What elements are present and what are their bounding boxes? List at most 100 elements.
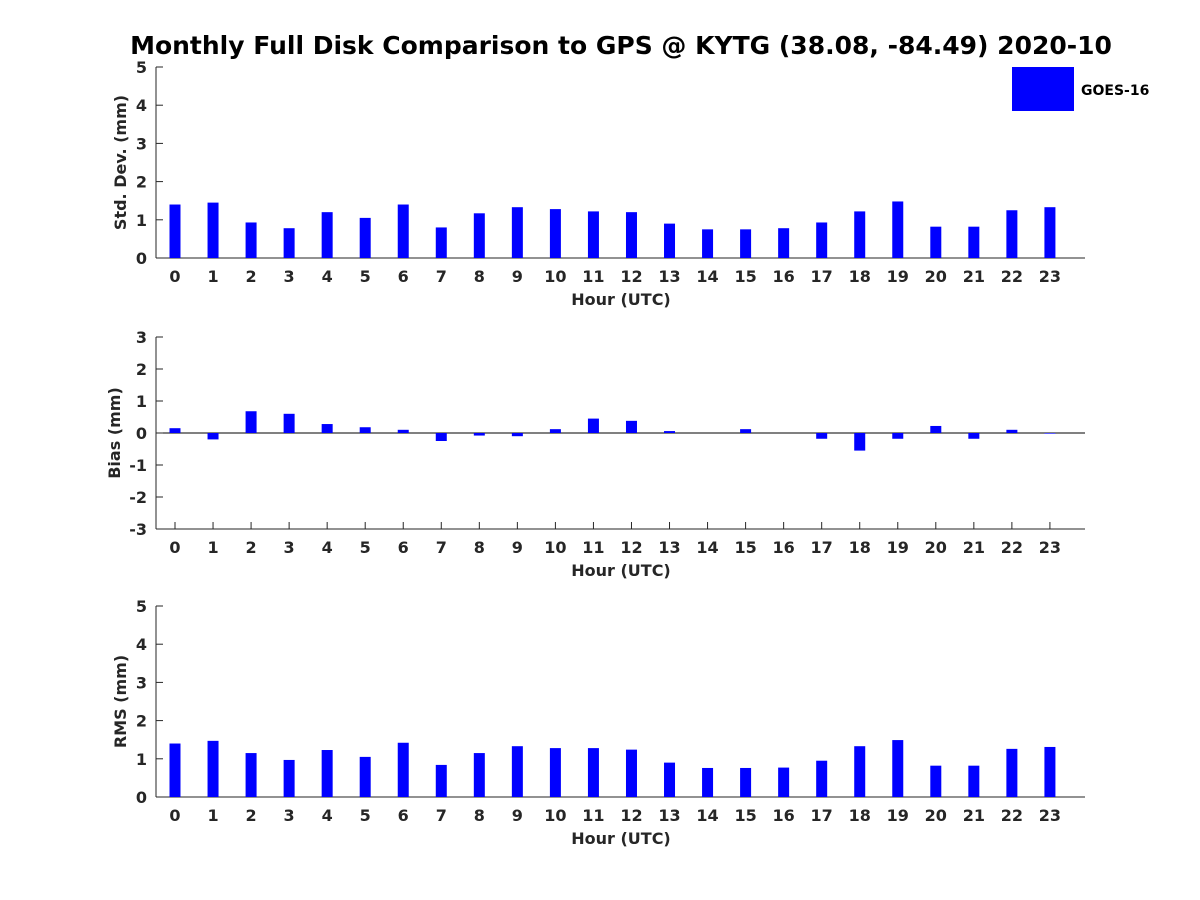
x-tick-label: 9 <box>512 267 523 286</box>
bar <box>968 765 980 797</box>
x-tick-label: 3 <box>284 538 295 557</box>
x-tick-label: 19 <box>887 806 909 825</box>
x-tick-label: 6 <box>398 538 409 557</box>
x-tick-label: 7 <box>436 538 447 557</box>
bar <box>283 759 295 797</box>
x-tick-label: 23 <box>1039 538 1061 557</box>
y-tick-label: -3 <box>129 520 147 539</box>
bar <box>549 748 561 797</box>
bar <box>664 762 676 797</box>
x-tick-label: 17 <box>811 806 833 825</box>
y-tick-label: 5 <box>136 58 147 77</box>
bar <box>854 211 866 258</box>
y-tick-label: 0 <box>136 249 147 268</box>
y-tick-label: 4 <box>136 96 147 115</box>
bar <box>892 740 904 797</box>
x-tick-label: 4 <box>322 538 333 557</box>
bar <box>435 227 447 258</box>
x-tick-label: 23 <box>1039 267 1061 286</box>
y-tick-label: 5 <box>136 597 147 616</box>
bar <box>930 226 942 258</box>
bar <box>169 428 181 433</box>
x-tick-label: 6 <box>398 267 409 286</box>
bar <box>625 749 637 797</box>
x-tick-label: 5 <box>360 538 371 557</box>
bar <box>1006 210 1018 258</box>
bar <box>930 765 942 797</box>
x-tick-label: 1 <box>207 806 218 825</box>
y-axis-label: RMS (mm) <box>111 655 130 748</box>
x-tick-label: 21 <box>963 267 985 286</box>
bar <box>359 427 371 433</box>
bar <box>511 207 523 258</box>
x-axis-label: Hour (UTC) <box>571 290 671 309</box>
x-tick-label: 19 <box>887 538 909 557</box>
bar <box>740 767 752 797</box>
bar <box>854 433 866 451</box>
bar <box>587 211 599 258</box>
bar <box>968 433 980 439</box>
x-tick-label: 15 <box>734 806 756 825</box>
y-tick-label: 4 <box>136 635 147 654</box>
x-tick-label: 15 <box>734 538 756 557</box>
x-tick-label: 9 <box>512 538 523 557</box>
bar <box>549 209 561 258</box>
bar <box>397 742 409 797</box>
x-tick-label: 7 <box>436 267 447 286</box>
x-tick-label: 10 <box>544 806 566 825</box>
x-tick-label: 16 <box>773 267 795 286</box>
legend: GOES-16 <box>1012 67 1149 111</box>
x-tick-label: 4 <box>322 806 333 825</box>
x-tick-label: 4 <box>322 267 333 286</box>
bar <box>854 746 866 797</box>
x-tick-label: 2 <box>246 267 257 286</box>
bar <box>283 413 295 433</box>
bar <box>207 433 219 440</box>
y-tick-label: 2 <box>136 712 147 731</box>
bar <box>1044 746 1056 797</box>
bar <box>245 411 257 433</box>
x-tick-label: 8 <box>474 806 485 825</box>
x-tick-label: 21 <box>963 806 985 825</box>
x-tick-label: 10 <box>544 538 566 557</box>
x-tick-label: 7 <box>436 806 447 825</box>
bar <box>816 222 828 258</box>
legend-label: GOES-16 <box>1081 83 1149 99</box>
x-tick-label: 11 <box>582 538 604 557</box>
x-tick-label: 12 <box>620 806 642 825</box>
y-tick-label: 1 <box>136 750 147 769</box>
y-tick-label: 1 <box>136 392 147 411</box>
y-axis-label: Std. Dev. (mm) <box>111 95 130 230</box>
bar <box>892 201 904 258</box>
bar <box>169 743 181 797</box>
figure-title: Monthly Full Disk Comparison to GPS @ KY… <box>130 31 1112 60</box>
x-tick-label: 14 <box>696 538 718 557</box>
x-tick-label: 13 <box>658 806 680 825</box>
bar <box>968 226 980 258</box>
x-tick-label: 13 <box>658 538 680 557</box>
x-tick-label: 21 <box>963 538 985 557</box>
x-tick-label: 9 <box>512 806 523 825</box>
x-tick-label: 10 <box>544 267 566 286</box>
bar <box>1044 433 1056 434</box>
y-tick-label: 3 <box>136 673 147 692</box>
x-tick-label: 3 <box>284 267 295 286</box>
x-tick-label: 17 <box>811 267 833 286</box>
bar <box>245 753 257 797</box>
bar <box>511 433 523 437</box>
x-axis-label: Hour (UTC) <box>571 829 671 848</box>
y-tick-label: 3 <box>136 328 147 347</box>
x-tick-label: 1 <box>207 267 218 286</box>
y-tick-label: 0 <box>136 788 147 807</box>
bar <box>245 222 257 258</box>
bar <box>664 431 676 433</box>
x-tick-label: 20 <box>925 538 947 557</box>
bar <box>702 229 714 258</box>
x-tick-label: 11 <box>582 267 604 286</box>
x-tick-label: 3 <box>284 806 295 825</box>
x-tick-label: 14 <box>696 806 718 825</box>
x-tick-label: 18 <box>849 806 871 825</box>
x-tick-label: 11 <box>582 806 604 825</box>
